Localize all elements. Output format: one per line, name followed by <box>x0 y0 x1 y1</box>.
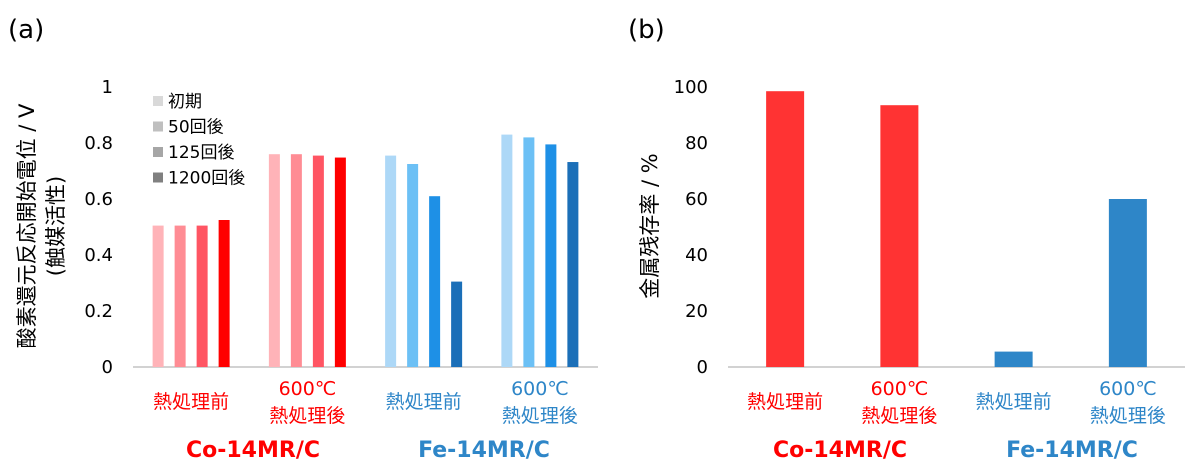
panel-b-ytick-label: 60 <box>685 189 708 210</box>
panel-b-ytick-label: 40 <box>685 245 708 266</box>
panel-b-category-label: 熱処理前 <box>747 391 823 413</box>
panel-a-bar-3-series-4 <box>451 281 463 367</box>
panel-b-ytick-label: 20 <box>685 301 708 322</box>
panel-a-legend-swatch <box>153 147 163 157</box>
panel-b-label: (b) <box>628 15 665 45</box>
panel-a-group-label-co: Co-14MR/C <box>186 438 320 463</box>
panel-a-bar-4-series-4 <box>567 162 579 367</box>
panel-a-legend-label: 1200回後 <box>168 169 245 189</box>
panel-a-category-label: 600℃ <box>279 378 337 400</box>
panel-b-category-label: 熱処理後 <box>861 405 937 427</box>
panel-a-ytick-label: 0.2 <box>84 301 113 322</box>
panel-a-legend-label: 125回後 <box>168 143 234 163</box>
panel-a-legend-label: 初期 <box>168 92 202 112</box>
panel-a-category-label: 600℃ <box>511 378 569 400</box>
panel-b-group-label-fe: Fe-14MR/C <box>1006 438 1138 463</box>
panel-b-ytick-label: 80 <box>685 133 708 154</box>
panel-a-bar-3-series-1 <box>385 155 397 367</box>
panel-a-bar-3-series-2 <box>407 164 419 367</box>
panel-b-ytick-label: 100 <box>674 77 708 98</box>
panel-a-label: (a) <box>8 15 44 45</box>
panel-b-ylabel: 金属残存率 / % <box>638 153 662 298</box>
panel-b-group-label-co: Co-14MR/C <box>773 438 907 463</box>
panel-a-bar-1-series-2 <box>174 225 186 367</box>
panel-a-legend-swatch <box>153 96 163 106</box>
panel-a-bar-4-series-1 <box>501 134 513 367</box>
panel-a-ylabel-line1: 酸素還元反応開始電位 / V <box>15 103 39 348</box>
panel-a-category-label: 熱処理後 <box>269 405 345 427</box>
panel-b-category-label: 熱処理前 <box>976 391 1052 413</box>
panel-a-bar-4-series-3 <box>545 144 557 367</box>
panel-b-ytick-label: 0 <box>697 357 708 378</box>
panel-a-bar-3-series-3 <box>429 196 441 367</box>
panel-b-category-label: 600℃ <box>871 378 929 400</box>
panel-b-bar-3 <box>994 351 1033 367</box>
panel-a-bar-1-series-3 <box>196 225 208 367</box>
panel-a-legend-label: 50回後 <box>168 118 224 138</box>
panel-a-ytick-label: 1 <box>102 77 113 98</box>
panel-a-ylabel-line2: (触媒活性) <box>44 176 68 276</box>
panel-b-bar-1 <box>766 91 805 367</box>
panel-b-bar-4 <box>1108 199 1147 367</box>
panel-a-bar-2-series-3 <box>312 155 324 367</box>
panel-a-bar-1-series-4 <box>218 220 230 367</box>
panel-a-legend-swatch <box>153 172 163 183</box>
panel-a-group-label-fe: Fe-14MR/C <box>418 438 550 463</box>
panel-a-category-label: 熱処理後 <box>502 405 578 427</box>
panel-a-bar-4-series-2 <box>523 137 535 367</box>
panel-b-category-label: 熱処理後 <box>1090 405 1166 427</box>
panel-a-ytick-label: 0.6 <box>84 189 113 210</box>
panel-a-ytick-label: 0 <box>102 357 113 378</box>
panel-a-bar-2-series-1 <box>268 154 280 367</box>
panel-b-bar-2 <box>880 105 919 367</box>
panel-a-ytick-label: 0.4 <box>84 245 113 266</box>
panel-a-category-label: 熱処理前 <box>386 391 462 413</box>
panel-a-category-label: 熱処理前 <box>153 391 229 413</box>
panel-a-bar-2-series-4 <box>334 157 346 367</box>
panel-a-bar-1-series-1 <box>152 225 164 367</box>
panel-a-legend-swatch <box>153 121 163 132</box>
panel-a-ytick-label: 0.8 <box>84 133 113 154</box>
panel-b-category-label: 600℃ <box>1099 378 1157 400</box>
panel-a-bar-2-series-2 <box>290 154 302 367</box>
